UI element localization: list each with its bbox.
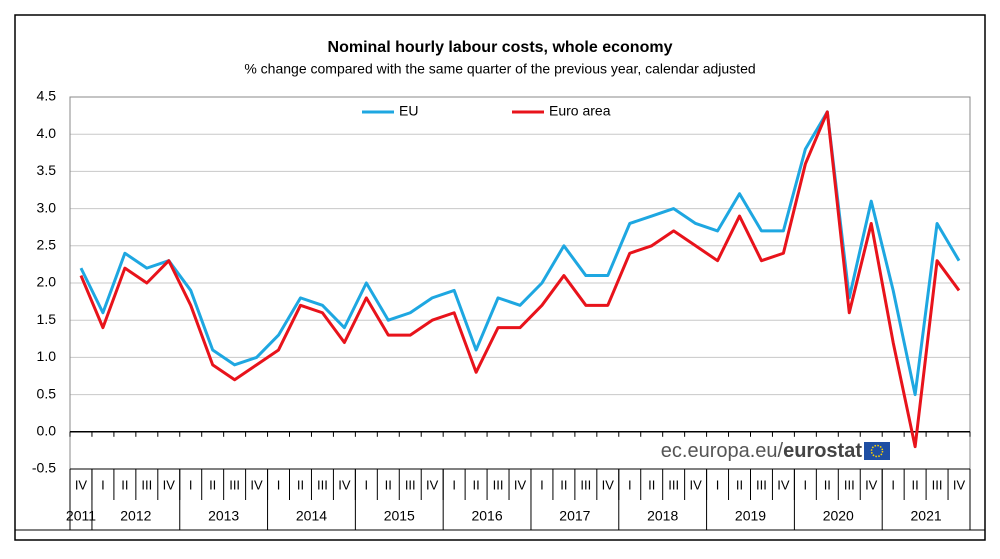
x-tick-label: IV <box>953 477 966 492</box>
x-tick-label: II <box>297 477 304 492</box>
x-tick-label: II <box>648 477 655 492</box>
x-tick-label: II <box>912 477 919 492</box>
year-label: 2014 <box>296 508 327 524</box>
x-tick-label: I <box>804 477 808 492</box>
y-tick-label: 1.0 <box>37 348 57 364</box>
x-tick-label: IV <box>514 477 527 492</box>
x-tick-label: III <box>141 477 152 492</box>
series-line <box>79 110 961 449</box>
x-tick-label: I <box>189 477 193 492</box>
year-label: 2013 <box>208 508 239 524</box>
x-tick-label: III <box>405 477 416 492</box>
x-tick-label: IV <box>338 477 351 492</box>
x-tick-label: III <box>844 477 855 492</box>
x-tick-label: IV <box>163 477 176 492</box>
y-tick-label: 0.0 <box>37 423 57 439</box>
x-tick-label: I <box>452 477 456 492</box>
x-tick-label: II <box>121 477 128 492</box>
y-tick-label: -0.5 <box>32 460 56 476</box>
source-brand: eurostat <box>783 440 862 462</box>
year-label: 2020 <box>823 508 854 524</box>
year-label: 2016 <box>471 508 502 524</box>
x-tick-label: IV <box>777 477 790 492</box>
x-tick-label: I <box>101 477 105 492</box>
x-tick-label: III <box>229 477 240 492</box>
x-tick-label: IV <box>250 477 263 492</box>
y-tick-label: 4.5 <box>37 88 57 104</box>
eu-flag <box>864 442 890 460</box>
flag-stars <box>870 444 884 458</box>
x-tick-label: II <box>824 477 831 492</box>
y-tick-label: 0.5 <box>37 385 57 401</box>
legend-label: EU <box>399 103 418 119</box>
chart-title: Nominal hourly labour costs, whole econo… <box>328 39 673 56</box>
x-tick-label: III <box>668 477 679 492</box>
x-tick-label: I <box>540 477 544 492</box>
x-tick-label: III <box>932 477 943 492</box>
x-tick-label: II <box>209 477 216 492</box>
year-label: 2018 <box>647 508 678 524</box>
x-tick-label: I <box>891 477 895 492</box>
x-tick-label: III <box>317 477 328 492</box>
x-tick-label: II <box>385 477 392 492</box>
series-line <box>79 110 961 397</box>
y-tick-label: 3.5 <box>37 162 57 178</box>
x-tick-label: I <box>277 477 281 492</box>
x-tick-label: I <box>365 477 369 492</box>
x-tick-label: III <box>580 477 591 492</box>
year-label: 2021 <box>911 508 942 524</box>
year-label: 2015 <box>384 508 415 524</box>
x-tick-label: I <box>628 477 632 492</box>
x-tick-label: II <box>472 477 479 492</box>
year-label: 2012 <box>120 508 151 524</box>
year-label: 2019 <box>735 508 766 524</box>
x-tick-label: IV <box>689 477 702 492</box>
x-tick-label: IV <box>865 477 878 492</box>
x-tick-label: IV <box>426 477 439 492</box>
y-tick-label: 4.0 <box>37 125 57 141</box>
x-tick-label: I <box>716 477 720 492</box>
year-label: 2017 <box>559 508 590 524</box>
x-tick-label: IV <box>602 477 615 492</box>
x-tick-label: IV <box>75 477 88 492</box>
legend-label: Euro area <box>549 103 611 119</box>
x-tick-label: II <box>560 477 567 492</box>
x-tick-label: II <box>736 477 743 492</box>
flag-field <box>864 442 890 460</box>
year-label: 2011 <box>66 508 96 524</box>
y-tick-label: 3.0 <box>37 199 57 215</box>
y-tick-label: 2.5 <box>37 237 57 253</box>
y-tick-label: 1.5 <box>37 311 57 327</box>
x-tick-label: III <box>493 477 504 492</box>
y-tick-label: 2.0 <box>37 274 57 290</box>
x-tick-label: III <box>756 477 767 492</box>
source: ec.europa.eu/eurostat <box>661 440 863 462</box>
source-site: ec.europa.eu/ <box>661 440 784 462</box>
chart-subtitle: % change compared with the same quarter … <box>244 61 755 77</box>
